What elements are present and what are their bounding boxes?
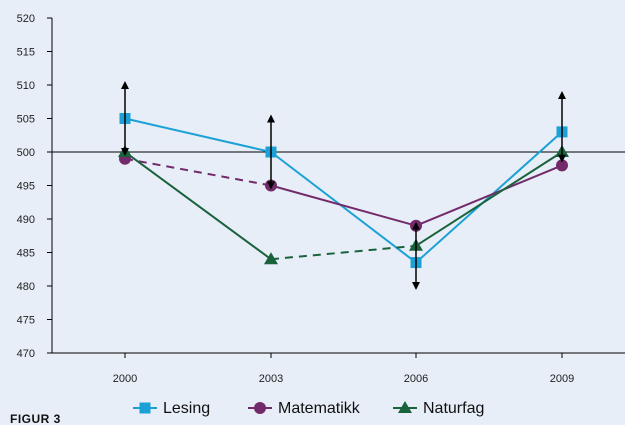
lesing-line-segment <box>124 117 272 153</box>
matematikk-line-segment <box>415 164 563 227</box>
legend-item-matematikk: Matematikk <box>248 400 361 417</box>
y-tick-label: 520 <box>17 13 35 25</box>
x-tick-label: 2006 <box>404 373 428 385</box>
naturfag-line-segment <box>270 244 417 261</box>
y-tick-label: 510 <box>17 80 35 92</box>
y-tick-label: 480 <box>17 281 35 293</box>
lesing-line-segment <box>270 151 417 264</box>
axes <box>51 18 625 354</box>
legend-item-lesing: Lesing <box>133 400 210 417</box>
naturfag-line-segment <box>415 151 563 247</box>
legend-label: Lesing <box>163 400 210 417</box>
legend-item-naturfag: Naturfag <box>393 400 484 417</box>
x-axis-ticks: 2000 2003 2006 2009 <box>113 353 574 385</box>
x-tick-label: 2003 <box>259 373 283 385</box>
x-tick-label: 2000 <box>113 373 137 385</box>
y-tick-label: 470 <box>17 348 35 360</box>
series-layer <box>118 113 569 269</box>
x-tick-label: 2009 <box>550 373 574 385</box>
matematikk-line-segment <box>124 157 272 187</box>
legend-label: Naturfag <box>423 400 484 417</box>
y-axis-ticks: 470 475 480 485 490 495 500 505 510 515 520 <box>17 13 52 360</box>
lesing-line-segment <box>415 131 563 264</box>
legend-swatch-marker <box>139 402 151 414</box>
y-tick-label: 485 <box>17 248 35 260</box>
legend-label: Matematikk <box>278 400 361 417</box>
change-arrows <box>121 81 566 290</box>
figure-label: FIGUR 3 <box>10 412 61 425</box>
naturfag-line-segment <box>124 151 272 261</box>
y-tick-label: 475 <box>17 315 35 327</box>
legend-swatch-marker <box>254 402 266 414</box>
y-tick-label: 495 <box>17 181 35 193</box>
y-tick-label: 500 <box>17 147 35 159</box>
y-tick-label: 515 <box>17 47 35 59</box>
y-tick-label: 505 <box>17 114 35 126</box>
y-tick-label: 490 <box>17 214 35 226</box>
matematikk-point <box>556 159 568 172</box>
legend: Lesing Matematikk Naturfag <box>133 400 484 417</box>
naturfag-point <box>264 252 278 265</box>
legend-swatch-marker <box>398 401 412 413</box>
matematikk-line-segment <box>270 184 417 227</box>
